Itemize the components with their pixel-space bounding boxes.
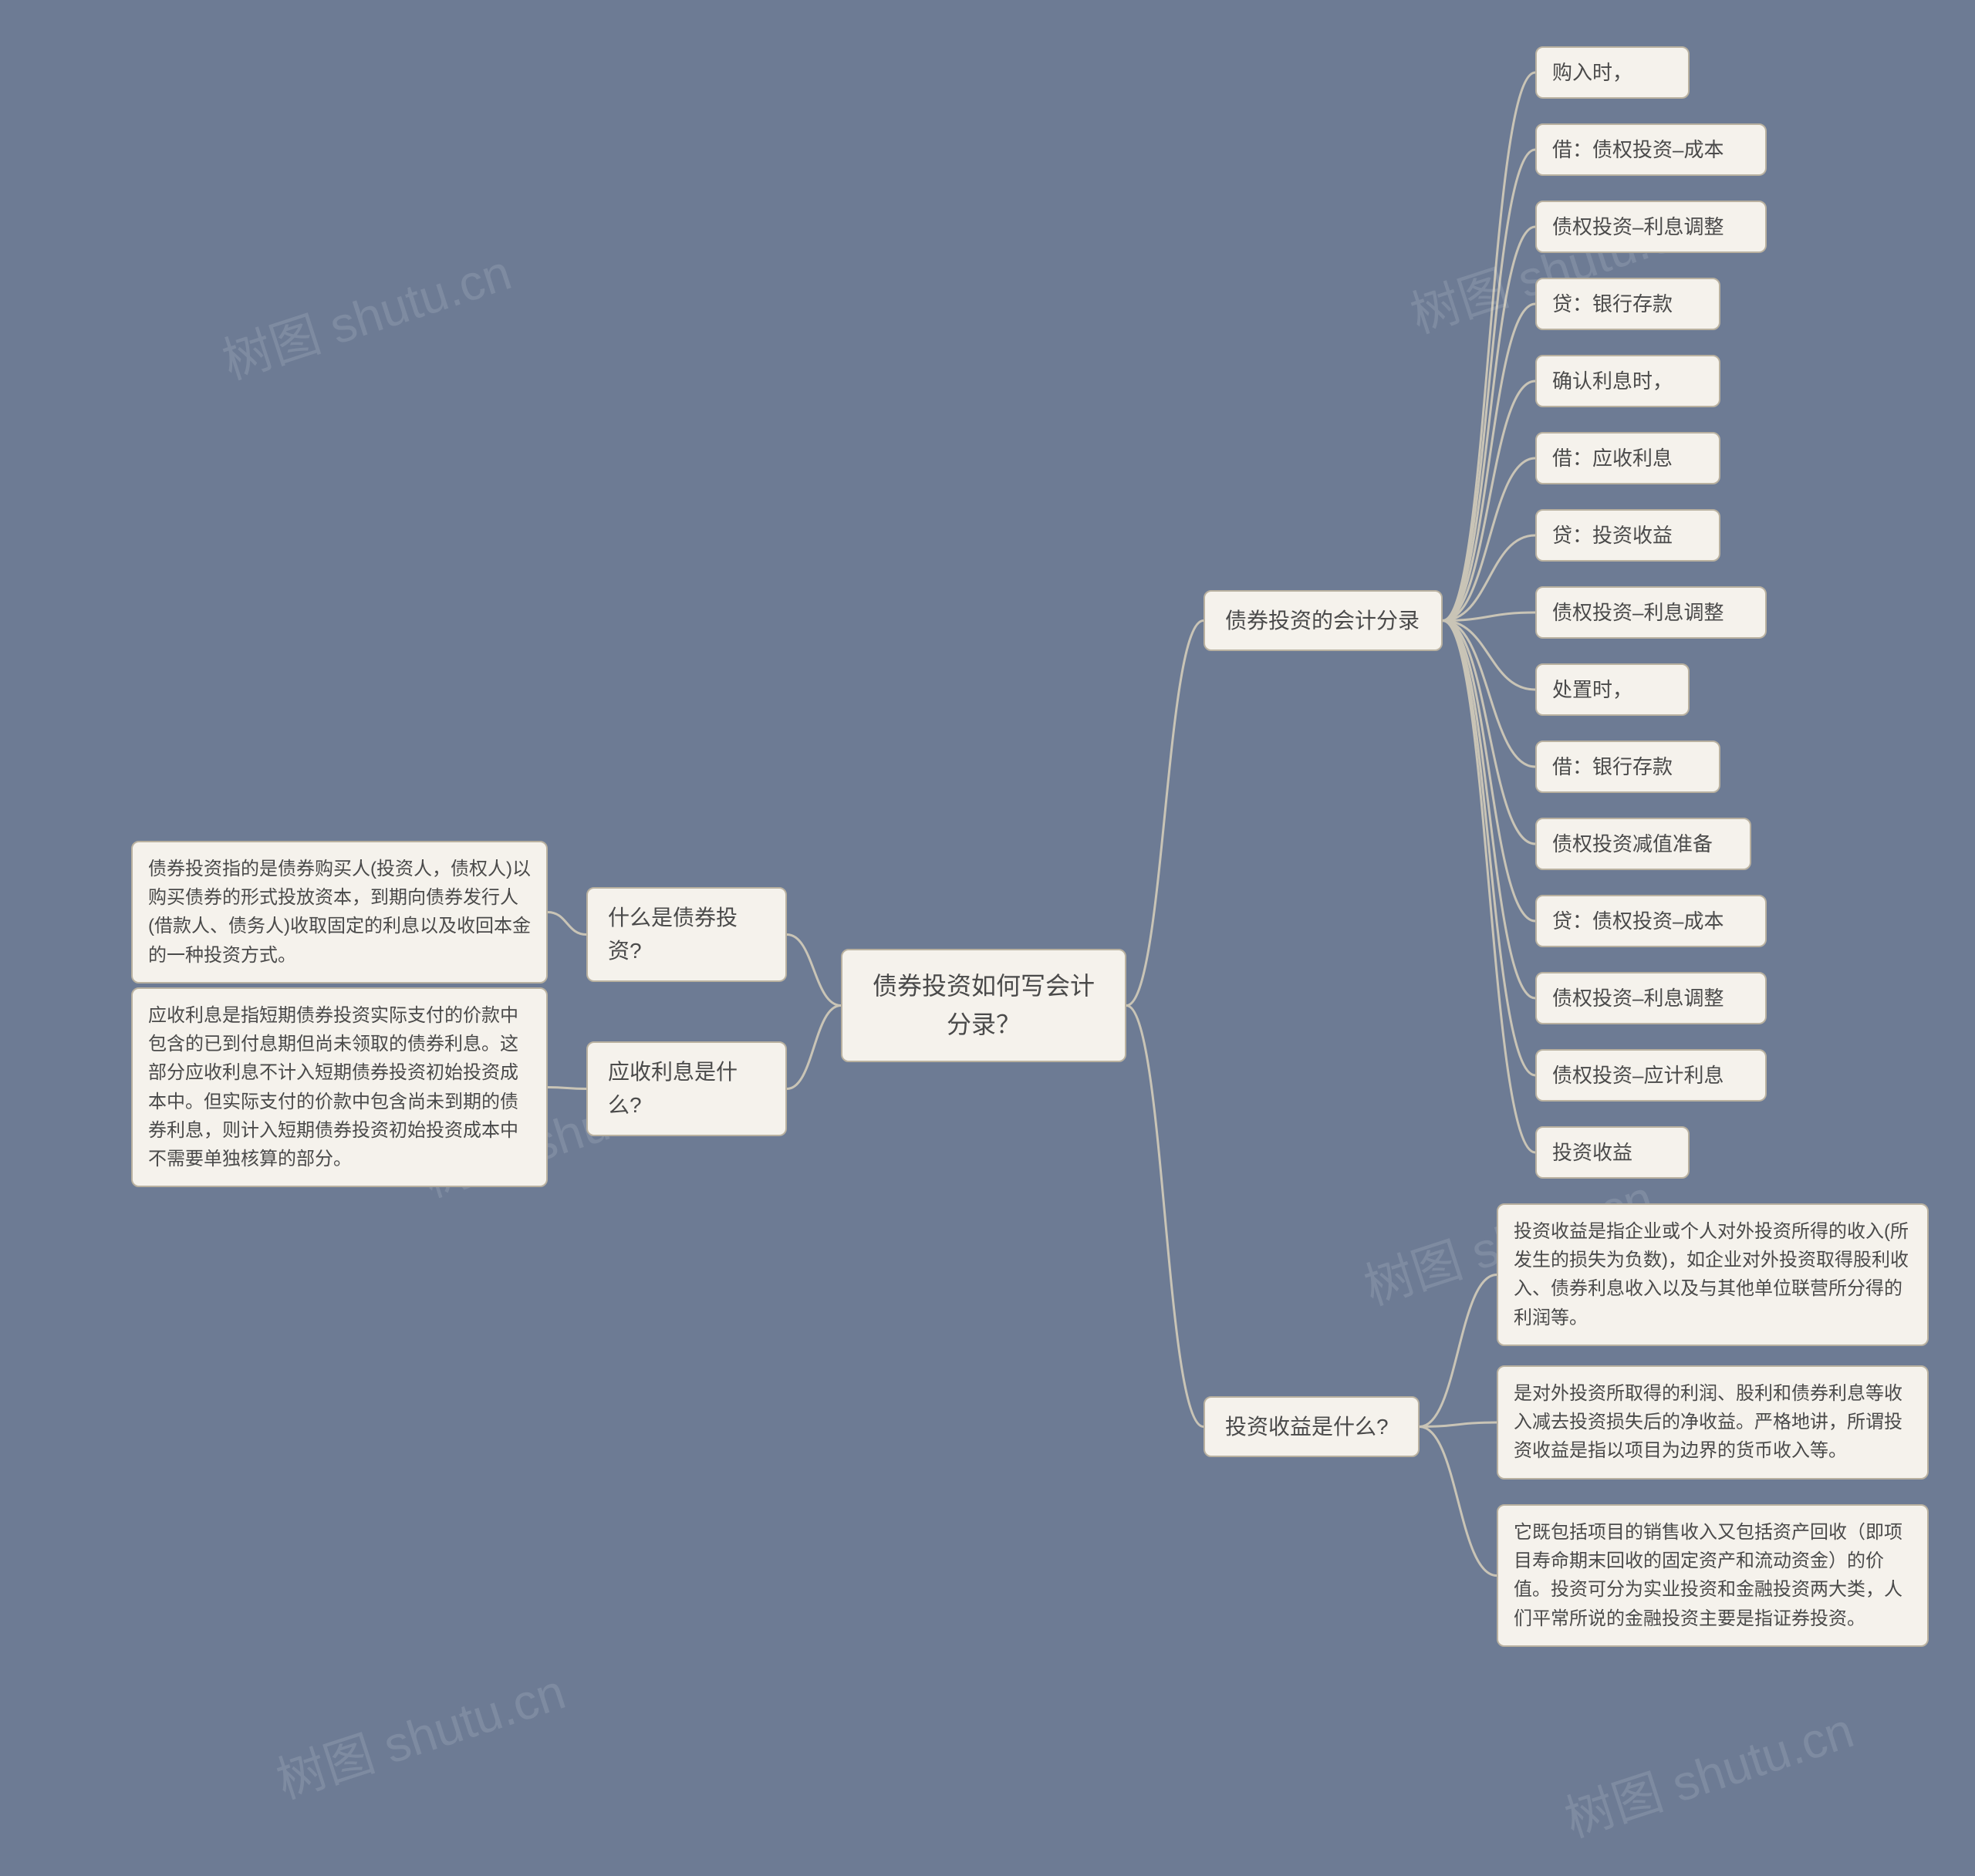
root-node: 债券投资如何写会计分录？ xyxy=(841,949,1126,1062)
leaf-node: 债权投资–应计利息 xyxy=(1535,1049,1767,1102)
connector xyxy=(548,1088,586,1089)
leaf-node: 是对外投资所取得的利润、股利和债券利息等收入减去投资损失后的净收益。严格地讲，所… xyxy=(1497,1365,1929,1480)
leaf-node: 它既包括项目的销售收入又包括资产回收（即项目寿命期末回收的固定资产和流动资金）的… xyxy=(1497,1504,1929,1647)
connector xyxy=(1126,1006,1204,1427)
connector xyxy=(1443,612,1535,621)
watermark: 树图 shutu.cn xyxy=(1555,1691,1861,1851)
root-label: 债券投资如何写会计分录？ xyxy=(873,972,1095,1038)
connector xyxy=(1443,227,1535,621)
connector xyxy=(548,913,586,935)
connector xyxy=(1443,621,1535,1076)
connector xyxy=(1420,1427,1497,1576)
connector xyxy=(1126,621,1204,1006)
branch-node: 什么是债券投资? xyxy=(586,887,787,982)
connector xyxy=(1443,304,1535,621)
connector xyxy=(1443,458,1535,621)
leaf-node: 债权投资–利息调整 xyxy=(1535,586,1767,639)
leaf-node: 确认利息时， xyxy=(1535,355,1720,407)
connector xyxy=(1443,621,1535,768)
leaf-node: 贷：银行存款 xyxy=(1535,278,1720,330)
connector xyxy=(1443,621,1535,922)
connector xyxy=(787,1006,841,1089)
connector xyxy=(1443,381,1535,621)
connector xyxy=(1443,621,1535,1153)
leaf-node: 借：银行存款 xyxy=(1535,741,1720,793)
branch-node: 应收利息是什么? xyxy=(586,1041,787,1136)
connector xyxy=(1443,621,1535,999)
leaf-node: 借：债权投资–成本 xyxy=(1535,123,1767,176)
leaf-node: 债权投资–利息调整 xyxy=(1535,201,1767,253)
leaf-node: 贷：债权投资–成本 xyxy=(1535,895,1767,947)
watermark: 树图 shutu.cn xyxy=(212,233,518,393)
connector xyxy=(1420,1422,1497,1427)
connector xyxy=(1443,535,1535,621)
leaf-node: 应收利息是指短期债券投资实际支付的价款中包含的已到付息期但尚未领取的债券利息。这… xyxy=(131,987,548,1187)
connector xyxy=(1443,621,1535,690)
leaf-node: 投资收益 xyxy=(1535,1126,1690,1179)
leaf-node: 投资收益是指企业或个人对外投资所得的收入(所发生的损失为负数)，如企业对外投资取… xyxy=(1497,1203,1929,1346)
leaf-node: 债权投资–利息调整 xyxy=(1535,972,1767,1024)
leaf-node: 债券投资指的是债券购买人(投资人，债权人)以购买债券的形式投放资本，到期向债券发… xyxy=(131,841,548,984)
connector xyxy=(1443,621,1535,845)
connector xyxy=(1420,1275,1497,1427)
leaf-node: 贷：投资收益 xyxy=(1535,509,1720,562)
connector xyxy=(1443,73,1535,621)
leaf-node: 借：应收利息 xyxy=(1535,432,1720,484)
connector xyxy=(787,935,841,1006)
watermark: 树图 shutu.cn xyxy=(266,1652,572,1812)
branch-node: 债券投资的会计分录 xyxy=(1204,590,1443,651)
leaf-node: 处置时， xyxy=(1535,663,1690,716)
branch-node: 投资收益是什么? xyxy=(1204,1396,1420,1457)
connector xyxy=(1443,150,1535,621)
leaf-node: 债权投资减值准备 xyxy=(1535,818,1751,870)
leaf-node: 购入时， xyxy=(1535,46,1690,99)
